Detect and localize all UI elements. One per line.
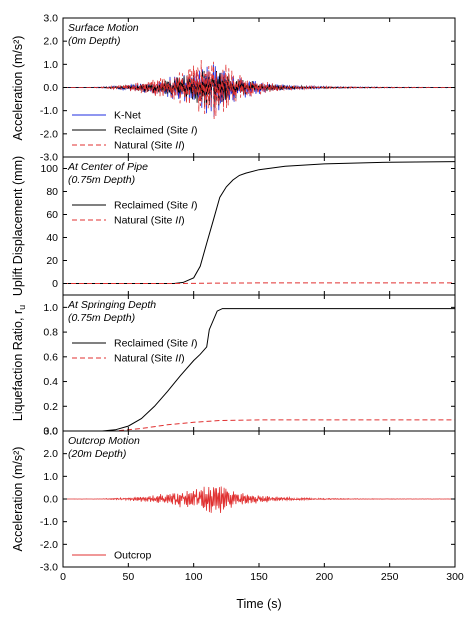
legend-site-numeral: II (175, 215, 181, 227)
series-line-1 (63, 161, 455, 284)
y-tick-label: 0.8 (43, 327, 58, 339)
y-tick-label: -3.0 (40, 562, 58, 574)
series-group (63, 486, 455, 514)
legend-label: Natural (Site II) (114, 215, 185, 227)
y-axis-label: Liquefaction Ratio, ru (11, 305, 27, 421)
x-tick-label: 100 (185, 571, 203, 583)
y-tick-label: 80 (46, 186, 58, 198)
panel-annotation: (0.75m Depth) (68, 312, 135, 324)
legend-label: Natural (Site II) (114, 140, 185, 152)
y-tick-label: -2.0 (40, 128, 58, 140)
legend-label: Outcrop (114, 550, 152, 562)
x-tick-label: 0 (60, 571, 66, 583)
x-tick-label: 50 (122, 571, 134, 583)
y-tick-label: 1.0 (43, 471, 58, 483)
legend-site-numeral: I (191, 338, 194, 350)
legend-label: Reclaimed (Site I) (114, 125, 197, 137)
legend-label: Reclaimed (Site I) (114, 200, 197, 212)
legend-label: Natural (Site II) (114, 353, 185, 365)
chart-panel-1: -3.0 -2.0 -1.0 0.0 1.0 2.0 3.0 Acceleration (m/… (11, 13, 456, 164)
y-tick-label: 40 (46, 232, 58, 244)
series-line-1 (63, 308, 455, 431)
y-tick-label: 3.0 (43, 426, 58, 438)
y-tick-label: 20 (46, 255, 58, 267)
y-tick-label: 1.0 (43, 302, 58, 314)
series-line-3 (63, 59, 455, 120)
y-tick-label: 3.0 (43, 13, 58, 25)
panel-annotation: (0.75m Depth) (68, 174, 135, 186)
panel-annotation: At Center of Pipe (67, 161, 148, 173)
legend-site-numeral: II (175, 140, 181, 152)
legend-label: Reclaimed (Site I) (114, 338, 197, 350)
y-tick-label: 0.6 (43, 351, 58, 363)
series-line-1 (63, 486, 455, 514)
y-tick-label: -1.0 (40, 105, 58, 117)
panel-annotation: Surface Motion (68, 22, 139, 34)
x-tick-label: 200 (316, 571, 334, 583)
y-tick-label: 0.4 (43, 376, 58, 388)
y-tick-label: -2.0 (40, 539, 58, 551)
x-tick-label: 300 (446, 571, 464, 583)
y-tick-label: 1.0 (43, 59, 58, 71)
y-tick-label: 0.2 (43, 401, 58, 413)
series-group (63, 161, 455, 284)
chart-panel-2: 0 20 40 60 80 100 Uplift Displacement (mm) At C… (11, 156, 456, 296)
y-tick-label: 60 (46, 209, 58, 221)
y-axis-label: Acceleration (m/s²) (11, 36, 25, 141)
x-tick-label: 250 (381, 571, 399, 583)
chart-panel-4: -3.0 -2.0 -1.0 0.0 1.0 2.0 3.0 0 50 100 150 200 250 3… (11, 426, 464, 584)
y-tick-label: -3.0 (40, 152, 58, 164)
y-axis-label-subscript: u (17, 305, 27, 310)
x-axis-label: Time (s) (236, 597, 281, 611)
series-line-2 (63, 282, 455, 284)
series-line-2 (63, 419, 455, 431)
y-tick-label: 0.0 (43, 426, 58, 438)
panel-annotation: (0m Depth) (68, 35, 121, 47)
y-tick-label: 0.0 (43, 494, 58, 506)
legend-site-numeral: I (191, 200, 194, 212)
y-tick-label: 0.0 (43, 82, 58, 94)
y-tick-label: 100 (40, 163, 58, 175)
y-tick-label: 2.0 (43, 36, 58, 48)
panel-annotation: At Springing Depth (67, 299, 156, 311)
legend-site-numeral: II (175, 353, 181, 365)
panel-annotation: Outcrop Motion (68, 435, 140, 447)
series-group (63, 59, 455, 120)
y-axis-label: Uplift Displacement (mm) (11, 156, 25, 296)
legend-site-numeral: I (191, 125, 194, 137)
y-tick-label: 2.0 (43, 448, 58, 460)
y-axis-label: Acceleration (m/s²) (11, 447, 25, 552)
x-tick-label: 150 (250, 571, 268, 583)
y-tick-label: 0 (52, 278, 58, 290)
panel-annotation: (20m Depth) (68, 448, 126, 460)
y-tick-label: -1.0 (40, 516, 58, 528)
legend-label: K-Net (114, 110, 141, 122)
chart-panel-3: 0.0 0.2 0.4 0.6 0.8 1.0 Liquefaction Ratio, ru… (11, 294, 456, 438)
series-group (63, 308, 455, 431)
